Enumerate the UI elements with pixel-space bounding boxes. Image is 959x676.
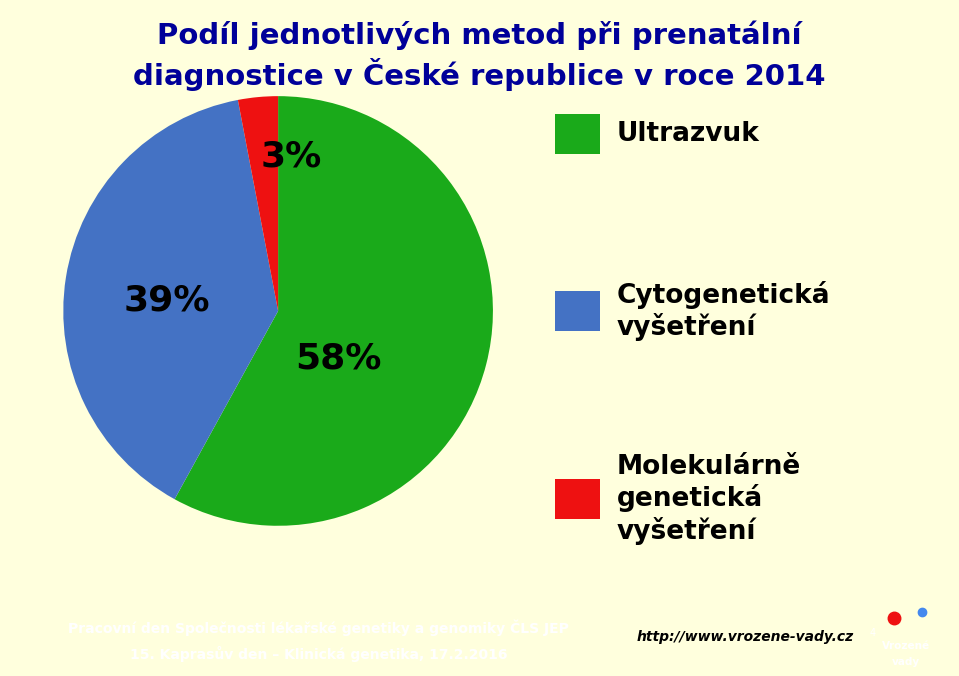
Text: 39%: 39% — [123, 283, 210, 317]
Text: 4: 4 — [870, 628, 876, 638]
Text: Ultrazvuk: Ultrazvuk — [617, 120, 760, 147]
Text: Pracovní den Společnosti lékařské genetiky a genomiky ČLS JEP: Pracovní den Společnosti lékařské geneti… — [68, 619, 570, 636]
Wedge shape — [175, 96, 493, 526]
Text: Molekulárně
genetická
vyšetření: Molekulárně genetická vyšetření — [617, 454, 801, 545]
Text: 58%: 58% — [295, 341, 382, 375]
Wedge shape — [238, 96, 278, 311]
Text: vady: vady — [892, 657, 921, 667]
Text: http://www.vrozene-vady.cz: http://www.vrozene-vady.cz — [637, 630, 854, 644]
Wedge shape — [63, 100, 278, 499]
Text: 3%: 3% — [261, 139, 321, 173]
Bar — [555, 114, 600, 153]
Bar — [555, 291, 600, 331]
Text: Podíl jednotlivých metod při prenatální
diagnostice v České republice v roce 201: Podíl jednotlivých metod při prenatální … — [133, 20, 826, 91]
Bar — [555, 479, 600, 519]
Text: Vrozené: Vrozené — [882, 642, 930, 652]
Text: Cytogenetická
vyšetření: Cytogenetická vyšetření — [617, 281, 830, 341]
Text: 15. Kaprasův den – Klinická genetika, 17.2.2016: 15. Kaprasův den – Klinická genetika, 17… — [130, 646, 507, 662]
